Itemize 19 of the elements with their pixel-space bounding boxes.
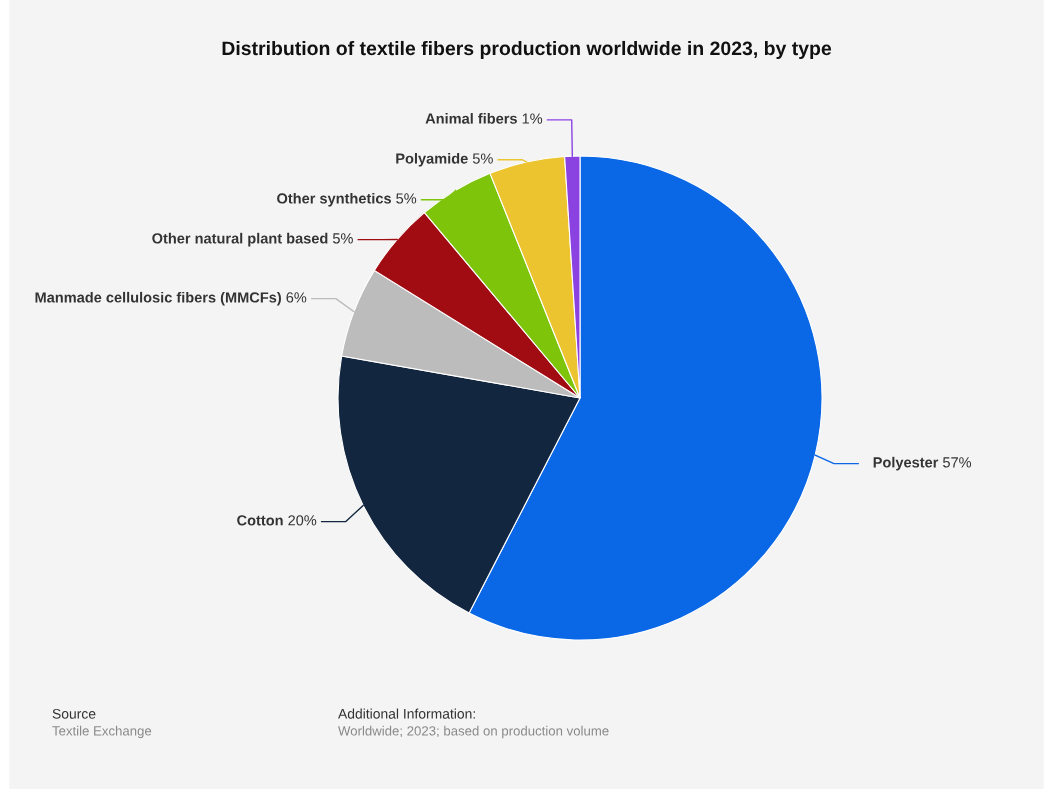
slice-label: Polyamide — [396, 152, 468, 167]
data-label: 1% — [522, 113, 543, 124]
text: Source — [52, 708, 96, 719]
data-label: 6% — [286, 292, 307, 303]
data-label: 57% — [943, 457, 972, 468]
slice-label: Cotton — [237, 515, 283, 526]
slice-label: Manmade cellulosic fibers (MMCFs) — [35, 291, 281, 306]
text: Additional Information: — [338, 708, 475, 719]
chart-title: Distribution of textile fibers production worldwide in 2023, by type — [222, 40, 832, 60]
text: Textile Exchange — [52, 725, 152, 739]
data-label: 5% — [396, 193, 417, 204]
text: Worldwide; 2023; based on production volume — [338, 725, 609, 739]
slice-label: Polyester — [873, 456, 939, 471]
slice-label: Other natural plant based — [152, 232, 328, 247]
slice-label: Animal fibers — [425, 113, 517, 124]
data-label: 5% — [332, 233, 353, 244]
slice-label: Other synthetics — [277, 192, 391, 207]
data-label: 20% — [288, 515, 317, 526]
data-label: 5% — [472, 153, 493, 164]
